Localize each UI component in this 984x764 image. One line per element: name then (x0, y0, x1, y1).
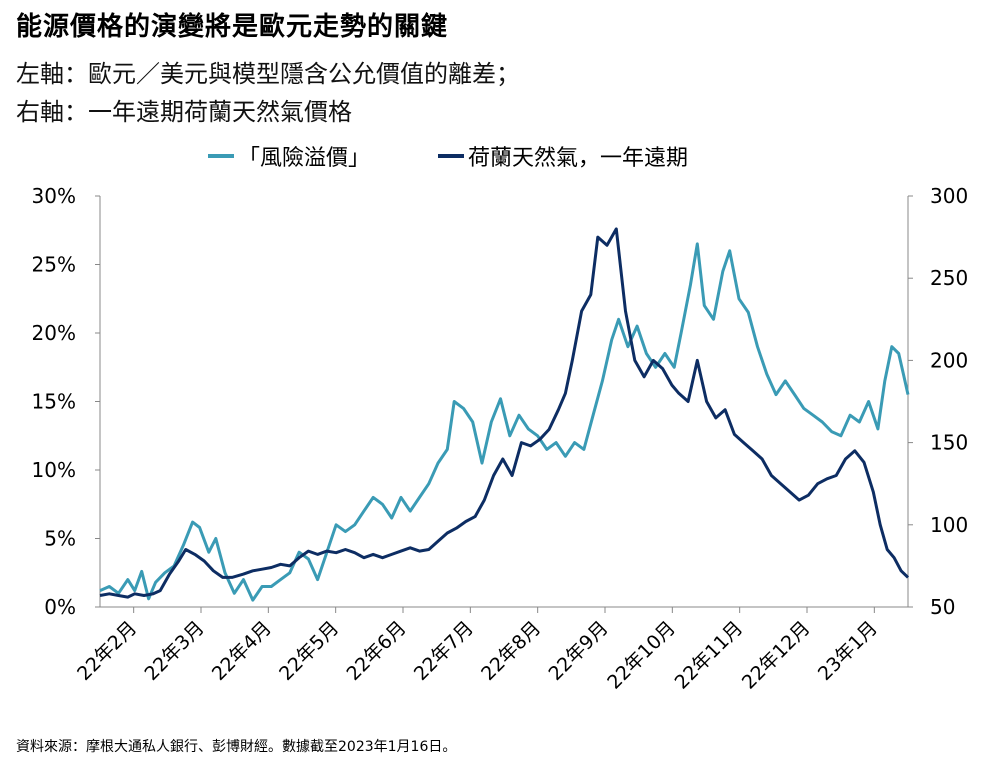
left-axis-tick-label: 25% (32, 253, 76, 277)
x-axis-tick-label: 23年1月 (814, 617, 882, 685)
chart-subtitle-left-axis: 左軸：歐元／美元與模型隱含公允價值的離差； (16, 60, 520, 88)
x-axis-tick-label: 22年11月 (671, 617, 748, 694)
legend-item-premium: 「風險溢價」 (208, 140, 370, 172)
series-line-gas (99, 227, 910, 599)
left-axis-tick-label: 15% (32, 390, 76, 414)
right-axis-tick-label: 100 (930, 513, 968, 537)
x-axis-tick-label: 22年12月 (738, 617, 815, 694)
right-axis-tick-label: 250 (930, 266, 968, 290)
right-axis-tick-label: 150 (930, 431, 968, 455)
legend-item-gas: 荷蘭天然氣，一年遠期 (438, 140, 688, 172)
left-axis-tick-label: 30% (32, 184, 76, 208)
left-axis-tick-label: 10% (32, 458, 76, 482)
legend-label-premium: 「風險溢價」 (238, 146, 371, 171)
right-axis-tick-label: 50 (930, 595, 955, 619)
x-axis-tick-label: 22年5月 (275, 617, 343, 685)
right-axis-tick-label: 200 (930, 348, 968, 372)
legend-swatch-gas (438, 154, 464, 158)
x-axis-tick-label: 22年3月 (140, 617, 208, 685)
chart-subtitle-right-axis: 右軸：一年遠期荷蘭天然氣價格 (16, 98, 352, 126)
x-axis-tick-label: 22年8月 (477, 617, 545, 685)
legend-label-gas: 荷蘭天然氣，一年遠期 (468, 146, 689, 171)
x-axis-tick-label: 22年9月 (544, 617, 612, 685)
x-axis-tick-label: 22年4月 (208, 617, 276, 685)
x-axis-tick-label: 22年10月 (603, 617, 680, 694)
right-axis-tick-label: 300 (930, 184, 968, 208)
series-line-premium (99, 242, 910, 602)
dual-axis-line-chart: 0% 5% 10% 15% 20% 25% 30% 50 100 150 200 250 300 22年2… (32, 184, 969, 694)
legend-swatch-premium (208, 154, 234, 158)
x-axis-tick-label: 22年6月 (342, 617, 410, 685)
left-axis-tick-label: 5% (44, 527, 76, 551)
chart-title: 能源價格的演變將是歐元走勢的關鍵 (16, 12, 449, 42)
source-note: 資料來源：摩根大通私人銀行、彭博財經。數據截至2023年1月16日。 (16, 739, 457, 755)
x-axis-tick-label: 22年2月 (73, 617, 141, 685)
left-axis-tick-label: 0% (44, 595, 76, 619)
x-axis-tick-label: 22年7月 (410, 617, 478, 685)
left-axis-tick-label: 20% (32, 321, 76, 345)
